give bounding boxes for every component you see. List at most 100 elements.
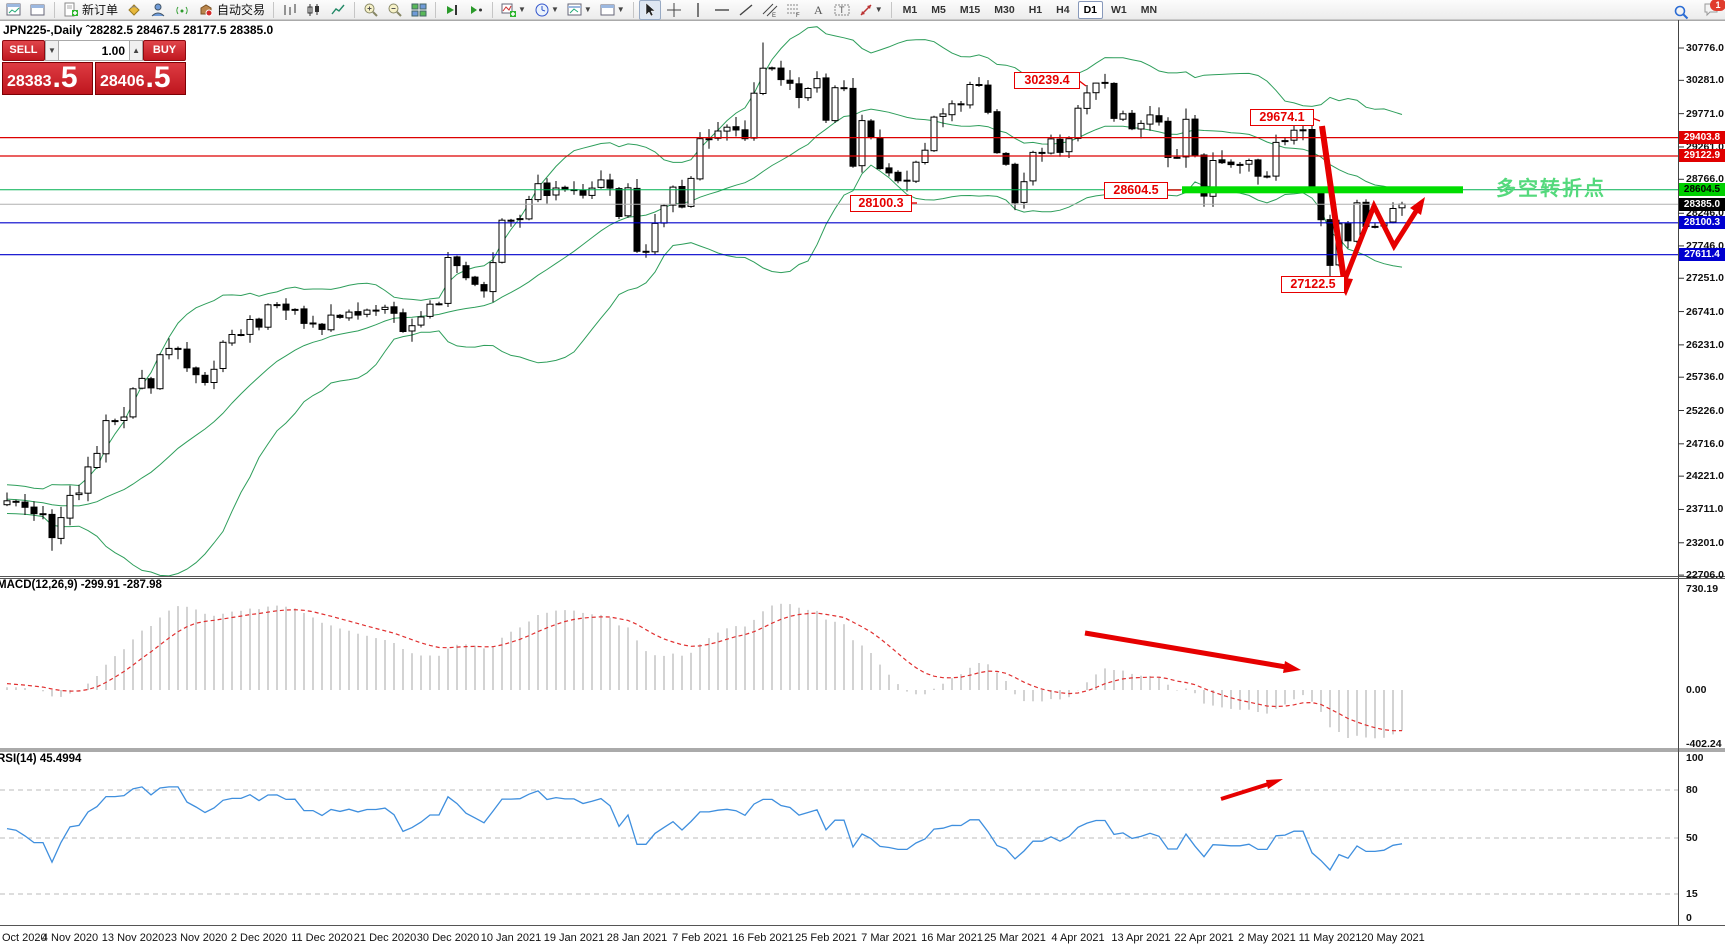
volume-input[interactable] — [59, 40, 129, 61]
timeframe-h1[interactable]: H1 — [1028, 3, 1043, 16]
candle — [1326, 219, 1334, 266]
timeframe-h4[interactable]: H4 — [1056, 3, 1070, 16]
zoom-out-button[interactable] — [384, 0, 406, 20]
auto-scroll-button[interactable] — [441, 0, 463, 20]
candle — [948, 103, 956, 116]
charts-window-button[interactable] — [3, 0, 25, 20]
timeframe-m15[interactable]: M15 — [959, 3, 981, 16]
toolbar-separator — [435, 1, 437, 18]
vline-icon — [697, 2, 699, 17]
rsi-line — [6, 786, 1403, 872]
signals-button[interactable] — [171, 0, 193, 20]
auto-trading-button[interactable]: 自动交易 — [195, 0, 268, 20]
buy-price-display[interactable]: 28406 .5 — [95, 62, 186, 95]
new-order-icon — [64, 2, 78, 16]
date-label: 7 Feb 2021 — [672, 932, 728, 944]
cursor-tool-button[interactable] — [638, 0, 661, 20]
equidistant-channel-tool-button[interactable]: E — [759, 0, 781, 20]
candle — [327, 314, 335, 331]
crosshair-tool-button[interactable] — [663, 0, 685, 20]
candle — [723, 126, 731, 132]
tile-windows-button[interactable] — [408, 0, 430, 20]
buy-button[interactable]: BUY — [143, 40, 186, 61]
timeframe-w1[interactable]: W1 — [1111, 3, 1127, 16]
candle — [984, 84, 992, 113]
text-tool-button[interactable]: A — [807, 0, 829, 20]
periods-button[interactable]: ▼ — [531, 0, 562, 20]
timeframe-m5[interactable]: M5 — [931, 3, 946, 16]
candle — [30, 506, 38, 515]
turning-point-note: 多空转折点 — [1496, 178, 1606, 200]
candle — [1290, 129, 1298, 141]
price-axis-tick: 22706.0 — [1686, 569, 1724, 581]
buy-price-main: 28406 — [100, 73, 145, 90]
rsi-axis-tick: 15 — [1686, 888, 1698, 900]
support-zone-bar — [1182, 186, 1463, 194]
timeframe-d1[interactable]: D1 — [1077, 0, 1104, 19]
candle — [282, 303, 290, 311]
toolbar-separator — [632, 1, 634, 18]
sell-price-display[interactable]: 28383 .5 — [2, 62, 93, 95]
trendline-tool-button[interactable] — [735, 0, 757, 20]
candle — [858, 120, 866, 167]
candlestick-chart-button[interactable] — [303, 0, 325, 20]
candle — [1146, 114, 1154, 125]
timeframe-m30[interactable]: M30 — [994, 3, 1015, 16]
text-label-tool-button[interactable]: T — [831, 0, 853, 20]
candle — [1074, 107, 1082, 139]
search-button[interactable] — [1670, 2, 1692, 22]
bar-chart-button[interactable] — [279, 0, 301, 20]
chat-button[interactable]: 1 — [1703, 0, 1725, 22]
toolbar-separator — [492, 1, 494, 18]
zoom-in-button[interactable] — [360, 0, 382, 20]
sell-button[interactable]: SELL — [2, 40, 45, 61]
volume-up-button[interactable]: ▲ — [129, 40, 144, 61]
styler-button[interactable] — [123, 0, 145, 20]
bollinger-middle-band — [6, 108, 1403, 507]
new-order-button[interactable]: 新订单 — [60, 0, 121, 20]
candle — [219, 341, 227, 369]
axis-badge-28385.0: 28385.0 — [1679, 198, 1725, 211]
candle — [534, 183, 542, 201]
candle — [642, 250, 650, 253]
price-label-28604: 28604.5 — [1104, 182, 1168, 199]
line-chart-button[interactable] — [327, 0, 349, 20]
timeframe-m1[interactable]: M1 — [902, 3, 918, 16]
macd-axis-tick: -402.24 — [1686, 738, 1722, 750]
vertical-line-tool-button[interactable] — [687, 0, 709, 20]
candle — [372, 309, 380, 312]
open-chart-button[interactable] — [27, 0, 49, 20]
rsi-axis-tick: 100 — [1686, 752, 1704, 764]
candle — [309, 322, 317, 325]
date-label: 4 Apr 2021 — [1051, 932, 1105, 944]
candle — [912, 161, 920, 182]
macd-trend-arrow — [1084, 630, 1293, 671]
timeframe-mn[interactable]: MN — [1140, 3, 1158, 16]
candle — [1047, 138, 1055, 154]
chart-window-button[interactable]: ▼ — [597, 0, 628, 20]
profiles-button[interactable] — [147, 0, 169, 20]
candle — [120, 416, 128, 421]
candle — [390, 306, 398, 314]
templates-button[interactable]: ▼ — [564, 0, 595, 20]
volume-down-button[interactable]: ▼ — [44, 40, 59, 61]
price-axis-tick: 30776.0 — [1686, 42, 1724, 54]
candle — [183, 348, 191, 369]
candle — [84, 466, 92, 494]
toolbar-separator — [54, 1, 55, 18]
candle — [840, 87, 848, 90]
indicators-button[interactable]: ▼ — [498, 0, 529, 20]
candle — [606, 179, 614, 189]
candle — [489, 262, 497, 293]
candle — [354, 311, 362, 316]
candle — [741, 129, 749, 140]
fibonacci-tool-button[interactable]: F — [783, 0, 805, 20]
candle — [381, 306, 389, 310]
candle — [714, 130, 722, 139]
chart-shift-button[interactable] — [465, 0, 487, 20]
horizontal-line-tool-button[interactable] — [711, 0, 733, 20]
price-axis-tick: 28766.0 — [1686, 173, 1724, 185]
arrows-tool-button[interactable]: ▼ — [855, 0, 886, 20]
candle — [1011, 163, 1019, 204]
